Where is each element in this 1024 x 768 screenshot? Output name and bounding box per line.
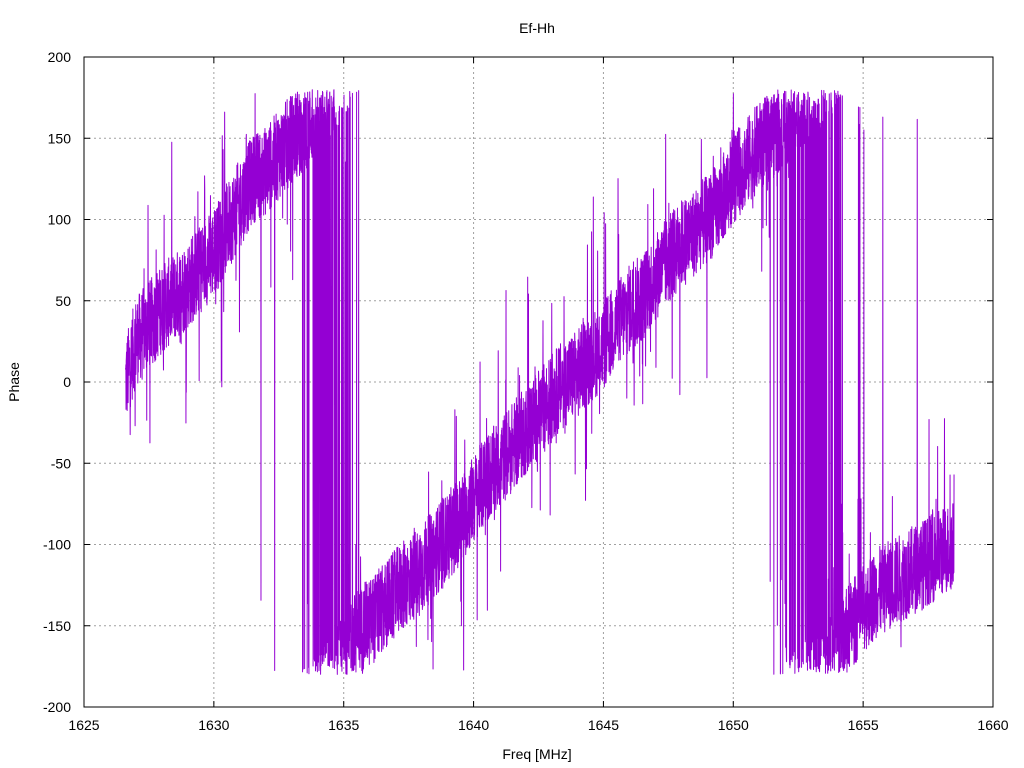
x-tick-label: 1635 <box>328 717 359 733</box>
chart-title: Ef-Hh <box>519 20 555 36</box>
y-axis-label: Phase <box>6 362 22 402</box>
phase-series-line <box>125 89 955 675</box>
x-tick-label: 1645 <box>588 717 619 733</box>
x-tick-label: 1640 <box>458 717 489 733</box>
y-tick-label: 50 <box>55 293 71 309</box>
y-tick-label: 100 <box>48 212 72 228</box>
x-tick-label: 1625 <box>68 717 99 733</box>
tick-marks <box>83 56 994 708</box>
data-layer <box>125 89 955 675</box>
x-tick-labels: 1625 1630 1635 1640 1645 1650 1655 1660 <box>68 717 1008 733</box>
x-tick-label: 1655 <box>848 717 879 733</box>
y-tick-label: 200 <box>48 49 72 65</box>
y-tick-label: 150 <box>48 130 72 146</box>
y-tick-label: -50 <box>51 455 71 471</box>
x-tick-label: 1660 <box>977 717 1008 733</box>
y-tick-label: -200 <box>43 699 71 715</box>
y-tick-label: -100 <box>43 537 71 553</box>
x-tick-label: 1630 <box>198 717 229 733</box>
y-tick-label: 0 <box>63 374 71 390</box>
x-tick-label: 1650 <box>718 717 749 733</box>
y-tick-label: -150 <box>43 618 71 634</box>
y-tick-labels: -200 -150 -100 -50 0 50 100 150 200 <box>43 49 71 715</box>
x-axis-label: Freq [MHz] <box>502 746 571 762</box>
